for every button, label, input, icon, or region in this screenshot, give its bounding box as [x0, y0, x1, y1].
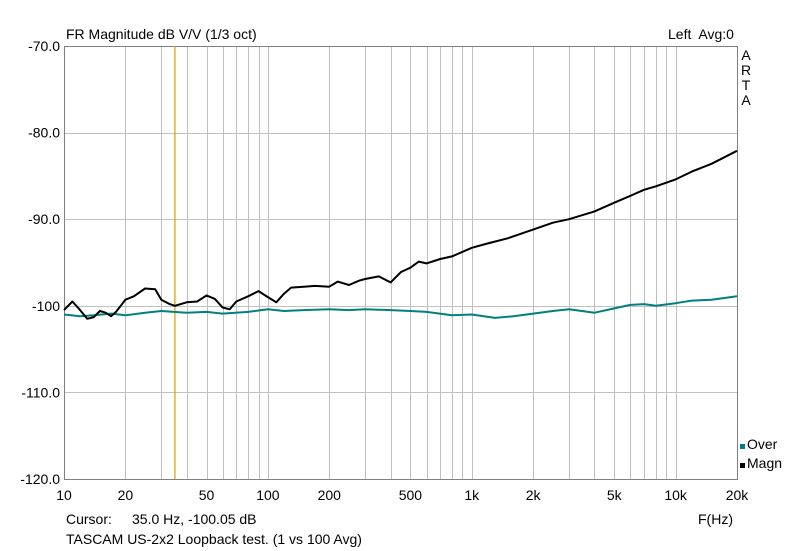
x-tick-label: 200: [318, 487, 342, 503]
y-tick-label: -120.0: [20, 471, 60, 487]
series-line-over: [63, 295, 738, 319]
y-tick-label: -90.0: [28, 211, 60, 227]
arta-logo-letter: T: [742, 77, 751, 93]
channel-info: Left Avg:0: [668, 26, 734, 42]
legend-swatch-magn: [740, 463, 745, 468]
cursor-readout: 35.0 Hz, -100.05 dB: [132, 511, 257, 527]
x-tick-label: 2k: [526, 487, 542, 503]
plot-frame: [64, 46, 738, 480]
x-tick-label: 100: [256, 487, 280, 503]
y-tick-label: -100: [32, 298, 60, 314]
y-tick-label: -70.0: [28, 38, 60, 54]
chart-title: FR Magnitude dB V/V (1/3 oct): [66, 26, 257, 42]
x-tick-label: 20k: [726, 487, 750, 503]
y-tick-label: -80.0: [28, 125, 60, 141]
x-axis-unit-label: F(Hz): [698, 511, 733, 527]
series-line-magn: [63, 149, 738, 320]
cursor-label: Cursor:: [66, 511, 112, 527]
x-tick-label: 10k: [664, 487, 688, 503]
x-tick-label: 500: [399, 487, 423, 503]
x-tick-label: 20: [118, 487, 134, 503]
legend-swatch-over: [740, 444, 745, 449]
y-tick-label: -110.0: [21, 384, 60, 400]
legend-label-magn: Magn: [747, 455, 782, 471]
measurement-description: TASCAM US-2x2 Loopback test. (1 vs 100 A…: [66, 531, 362, 547]
arta-logo-letter: A: [741, 47, 751, 63]
x-tick-label: 10: [56, 487, 72, 503]
x-tick-label: 5k: [607, 487, 623, 503]
legend-label-over: Over: [747, 436, 778, 452]
arta-logo-letter: A: [741, 92, 751, 108]
grid-lines: [64, 46, 737, 479]
x-tick-label: 1k: [464, 487, 480, 503]
arta-logo-letter: R: [741, 62, 751, 78]
x-tick-label: 50: [199, 487, 215, 503]
